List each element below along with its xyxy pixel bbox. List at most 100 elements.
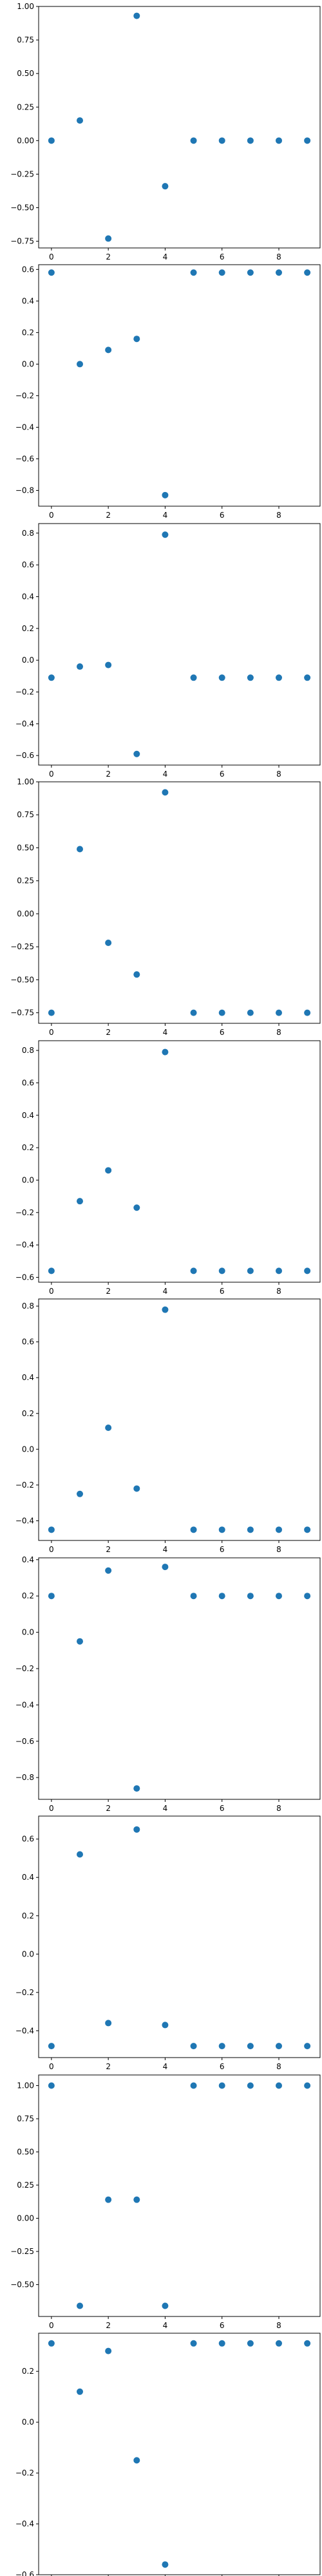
y-tick-label: 0.2 <box>22 1911 34 1920</box>
y-tick-label: −0.25 <box>10 2247 34 2256</box>
data-point <box>247 2082 254 2089</box>
y-tick-label: 0.50 <box>17 843 34 852</box>
data-point <box>133 2196 140 2203</box>
data-point <box>162 2561 169 2568</box>
y-tick-label: 0.0 <box>22 1175 34 1184</box>
y-tick-label: 0.2 <box>22 624 34 633</box>
y-tick-label: −0.75 <box>10 237 34 246</box>
data-point <box>133 1785 140 1792</box>
data-point <box>304 1593 311 1600</box>
data-point <box>77 117 84 124</box>
data-point <box>48 1267 55 1274</box>
data-point <box>247 2043 254 2050</box>
y-tick-label: −0.4 <box>15 2519 34 2528</box>
x-tick-label: 6 <box>220 252 225 261</box>
y-tick-label: −0.4 <box>15 422 34 431</box>
plot-frame <box>38 1557 321 1800</box>
x-tick-label: 6 <box>220 1804 225 1813</box>
data-point <box>48 137 55 144</box>
y-tick-label: 0.4 <box>22 1373 34 1382</box>
y-tick-label: 0.25 <box>17 2181 34 2190</box>
y-tick-label: 0.00 <box>17 909 34 918</box>
data-point <box>48 269 55 276</box>
data-point <box>247 137 254 144</box>
y-tick-label: 0.2 <box>22 328 34 337</box>
data-point <box>218 1267 225 1274</box>
data-point <box>162 2302 169 2309</box>
data-point <box>77 663 84 670</box>
data-point <box>247 674 254 681</box>
y-tick-label: 0.2 <box>22 1591 34 1600</box>
data-point <box>133 1826 140 1833</box>
y-tick-label: −0.6 <box>15 751 34 760</box>
data-point <box>105 940 112 946</box>
x-tick-label: 8 <box>276 1287 281 1296</box>
y-tick-label: 0.6 <box>22 1835 34 1844</box>
x-tick-label: 4 <box>163 1287 168 1296</box>
x-tick-label: 4 <box>163 2321 168 2330</box>
data-point <box>304 1267 311 1274</box>
data-point <box>162 789 169 796</box>
y-tick-label: 0.2 <box>22 1409 34 1418</box>
data-point <box>48 674 55 681</box>
data-point <box>133 12 140 19</box>
data-point <box>77 2302 84 2309</box>
y-tick-label: −0.50 <box>10 975 34 984</box>
data-point <box>105 1567 112 1574</box>
data-point <box>162 1564 169 1571</box>
data-point <box>77 1851 84 1858</box>
data-point <box>105 661 112 668</box>
data-point <box>190 2340 197 2347</box>
data-point <box>247 1009 254 1016</box>
data-point <box>304 2082 311 2089</box>
y-tick-label: −0.75 <box>10 1009 34 1018</box>
y-tick-label: 0.4 <box>22 592 34 601</box>
y-tick-label: −0.50 <box>10 204 34 213</box>
x-tick-label: 2 <box>106 770 111 779</box>
data-point <box>77 2388 84 2395</box>
chart-panel-5: 0 2 4 6 8 −0.4 −0.2 0.0 0.2 0.4 0.6 0.8 <box>15 1298 321 1554</box>
y-tick-label: 0.4 <box>22 296 34 305</box>
y-tick-label: 0.4 <box>22 1555 34 1564</box>
plot-frame <box>38 1040 321 1283</box>
data-point <box>162 1306 169 1313</box>
y-tick-label: −0.2 <box>15 391 34 400</box>
x-tick-label: 8 <box>276 770 281 779</box>
data-point <box>190 674 197 681</box>
data-point <box>105 1425 112 1431</box>
data-point <box>162 1048 169 1056</box>
data-point <box>247 2340 254 2347</box>
y-tick-label: 0.6 <box>22 265 34 274</box>
data-point <box>218 2340 225 2347</box>
data-point <box>304 137 311 144</box>
x-tick-label: 4 <box>163 770 168 779</box>
chart-panel-3: 0 2 4 6 8 −0.75 −0.50 −0.25 0.00 0.25 0.50 0.75 1.00 <box>10 777 321 1037</box>
chart-panel-7: 0 2 4 6 8 −0.4 −0.2 0.0 0.2 0.4 0.6 <box>15 1815 321 2071</box>
x-tick-label: 4 <box>163 2062 168 2071</box>
y-tick-label: 1.00 <box>17 2081 34 2090</box>
data-point <box>275 2340 282 2347</box>
x-tick-label: 0 <box>49 2062 54 2071</box>
x-tick-label: 8 <box>276 1545 281 1554</box>
data-point <box>275 269 282 276</box>
x-tick-label: 4 <box>163 511 168 520</box>
x-tick-label: 2 <box>106 2321 111 2330</box>
plot-frame <box>38 1815 321 2058</box>
x-tick-label: 8 <box>276 2062 281 2071</box>
data-point <box>190 1267 197 1274</box>
data-point <box>190 269 197 276</box>
y-tick-label: −0.25 <box>10 942 34 951</box>
x-tick-label: 2 <box>106 1028 111 1037</box>
y-tick-label: −0.6 <box>15 1273 34 1282</box>
y-tick-label: −0.2 <box>15 1208 34 1217</box>
y-tick-label: 1.00 <box>17 777 34 786</box>
data-point <box>275 1009 282 1016</box>
y-tick-label: 0.0 <box>22 1444 34 1454</box>
data-point <box>218 674 225 681</box>
x-tick-label: 2 <box>106 252 111 261</box>
data-point <box>190 1009 197 1016</box>
y-tick-label: 0.25 <box>17 876 34 886</box>
y-tick-label: −0.4 <box>15 1516 34 1525</box>
data-point <box>48 1593 55 1600</box>
